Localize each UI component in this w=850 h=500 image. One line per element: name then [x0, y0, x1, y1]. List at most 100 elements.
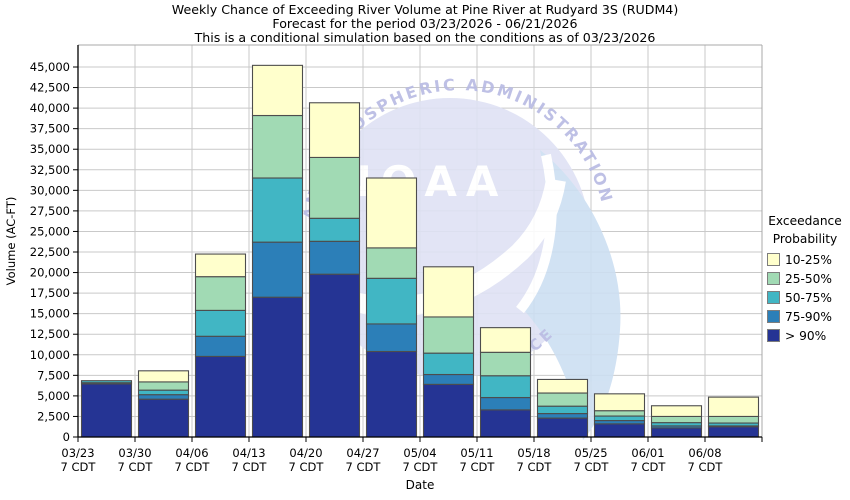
- legend-label: > 90%: [785, 328, 827, 343]
- bar-segment: [365, 177, 418, 249]
- bar-segment: [251, 241, 304, 298]
- x-axis-title: Date: [406, 478, 435, 492]
- bar-segment: [251, 64, 304, 117]
- x-tick-label-time: 7 CDT: [574, 460, 610, 474]
- bar-segment: [194, 309, 247, 337]
- x-tick-label-time: 7 CDT: [61, 460, 97, 474]
- bar-segment: [650, 415, 703, 424]
- bar-segment: [593, 415, 646, 422]
- bar-segment: [422, 266, 475, 318]
- y-tick-label: 12,500: [30, 327, 70, 341]
- legend-item: 25-50%: [761, 271, 849, 286]
- bar-segment: [308, 217, 361, 242]
- legend-label: 50-75%: [785, 290, 832, 305]
- legend-item: > 90%: [761, 328, 849, 343]
- bar-segment: [194, 276, 247, 311]
- y-tick-label: 22,500: [30, 245, 70, 259]
- x-tick-label-time: 7 CDT: [460, 460, 496, 474]
- bar-segment: [251, 114, 304, 179]
- bar-segment: [137, 394, 190, 400]
- y-tick-label: 27,500: [30, 204, 70, 218]
- chart-subtitle: Forecast for the period 03/23/2026 - 06/…: [272, 16, 578, 31]
- y-tick-label: 40,000: [30, 101, 70, 115]
- bar-segment: [365, 350, 418, 438]
- bar-segment: [707, 415, 760, 424]
- bar-segment: [251, 296, 304, 438]
- x-tick-label-time: 7 CDT: [289, 460, 325, 474]
- x-tick-label-date: 03/30: [118, 446, 151, 460]
- bar-segment: [308, 102, 361, 158]
- legend-swatch: [767, 329, 780, 342]
- x-tick-label-date: 03/23: [61, 446, 94, 460]
- bar-segment: [365, 277, 418, 325]
- bar-segment: [251, 177, 304, 243]
- bar-segment: [80, 380, 133, 384]
- x-tick-label-time: 7 CDT: [688, 460, 724, 474]
- x-tick-label-date: 05/04: [403, 446, 436, 460]
- bar-segment: [137, 398, 190, 438]
- bar-segment: [593, 423, 646, 438]
- bar-segment: [422, 383, 475, 438]
- bar-segment: [308, 240, 361, 275]
- x-tick-label-time: 7 CDT: [631, 460, 667, 474]
- y-tick-label: 32,500: [30, 163, 70, 177]
- bar-segment: [194, 253, 247, 278]
- x-tick-label-time: 7 CDT: [232, 460, 268, 474]
- bar-segment: [479, 409, 532, 438]
- y-tick-label: 7,500: [37, 368, 70, 382]
- bar-segment: [536, 392, 589, 407]
- x-tick-label-date: 04/27: [346, 446, 379, 460]
- x-tick-label-date: 04/13: [232, 446, 265, 460]
- bar-segment: [365, 323, 418, 353]
- legend-title-line1: Exceedance: [768, 214, 842, 228]
- bar-segment: [308, 156, 361, 219]
- bar-segment: [479, 327, 532, 353]
- bars: [80, 64, 760, 438]
- bar-segment: [422, 373, 475, 385]
- bar-segment: [479, 351, 532, 377]
- bar-segment: [536, 413, 589, 419]
- y-tick-label: 25,000: [30, 224, 70, 238]
- bar-segment: [308, 273, 361, 438]
- x-tick-label-date: 05/18: [517, 446, 550, 460]
- legend-label: 10-25%: [785, 252, 832, 267]
- legend-label: 75-90%: [785, 309, 832, 324]
- legend-item: 50-75%: [761, 290, 849, 305]
- x-tick-label-date: 06/01: [631, 446, 664, 460]
- legend-swatch: [767, 310, 780, 323]
- watermark-noaa-text: NOAA: [337, 157, 508, 206]
- legend-swatch: [767, 272, 780, 285]
- y-tick-label: 37,500: [30, 122, 70, 136]
- y-axis-title: Volume (AC-FT): [4, 197, 18, 286]
- x-tick-label-date: 04/20: [289, 446, 322, 460]
- x-tick-label-date: 06/08: [688, 446, 721, 460]
- y-tick-label: 35,000: [30, 142, 70, 156]
- bar-segment: [536, 405, 589, 415]
- bar-segment: [422, 352, 475, 376]
- legend-item: 10-25%: [761, 252, 849, 267]
- bar-segment: [194, 355, 247, 438]
- legend: Exceedance Probability 10-25% 25-50% 50-75…: [761, 212, 849, 343]
- x-tick-label-time: 7 CDT: [346, 460, 382, 474]
- bar-segment: [194, 335, 247, 357]
- bar-segment: [593, 410, 646, 417]
- legend-title-line2: Probability: [772, 232, 838, 246]
- legend-swatch: [767, 291, 780, 304]
- x-tick-label-time: 7 CDT: [517, 460, 553, 474]
- legend-items: 10-25% 25-50% 50-75% 75-90% > 90%: [761, 252, 849, 343]
- y-tick-label: 17,500: [30, 286, 70, 300]
- y-tick-label: 15,000: [30, 307, 70, 321]
- x-tick-label-date: 04/06: [175, 446, 208, 460]
- y-tick-label: 2,500: [37, 409, 70, 423]
- bar-segment: [650, 427, 703, 438]
- x-tick-label-time: 7 CDT: [403, 460, 439, 474]
- chart-title: Weekly Chance of Exceeding River Volume …: [171, 2, 679, 17]
- bar-segment: [536, 378, 589, 394]
- y-tick-label: 30,000: [30, 183, 70, 197]
- bar-segment: [365, 247, 418, 279]
- bar-segment: [536, 417, 589, 438]
- chart-note: This is a conditional simulation based o…: [194, 30, 656, 45]
- y-tick-label: 0: [63, 430, 70, 444]
